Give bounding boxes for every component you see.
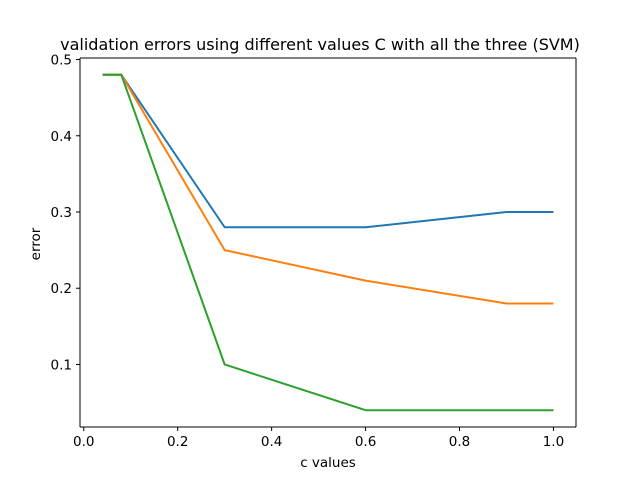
series-layer — [102, 73, 554, 412]
y-tick-label: 0.5 — [51, 53, 72, 69]
x-axis-label: c values — [300, 455, 356, 471]
y-tick-label: 0.3 — [51, 205, 72, 221]
x-tick-label: 0.4 — [261, 434, 282, 450]
axes-layer — [79, 57, 577, 428]
x-tick-label: 0.2 — [167, 434, 188, 450]
plot-area — [80, 58, 576, 427]
y-tick-label: 0.2 — [51, 281, 72, 297]
x-tick-label: 0.8 — [449, 434, 470, 450]
plot-background — [80, 58, 576, 427]
x-tick-label: 1.0 — [543, 434, 564, 450]
y-tick-label: 0.1 — [51, 357, 72, 373]
y-tick-label: 0.4 — [51, 129, 72, 145]
ticks-layer: 0.0 0.2 0.4 0.6 0.8 1.0 0.1 0.2 0.3 0.4 0.5 — [51, 53, 565, 450]
x-tick-label: 0.6 — [355, 434, 376, 450]
chart-title: validation errors using different values… — [60, 35, 580, 54]
series-line-3 — [102, 73, 554, 412]
x-tick-label: 0.0 — [73, 434, 94, 450]
y-axis-label: error — [28, 227, 44, 260]
